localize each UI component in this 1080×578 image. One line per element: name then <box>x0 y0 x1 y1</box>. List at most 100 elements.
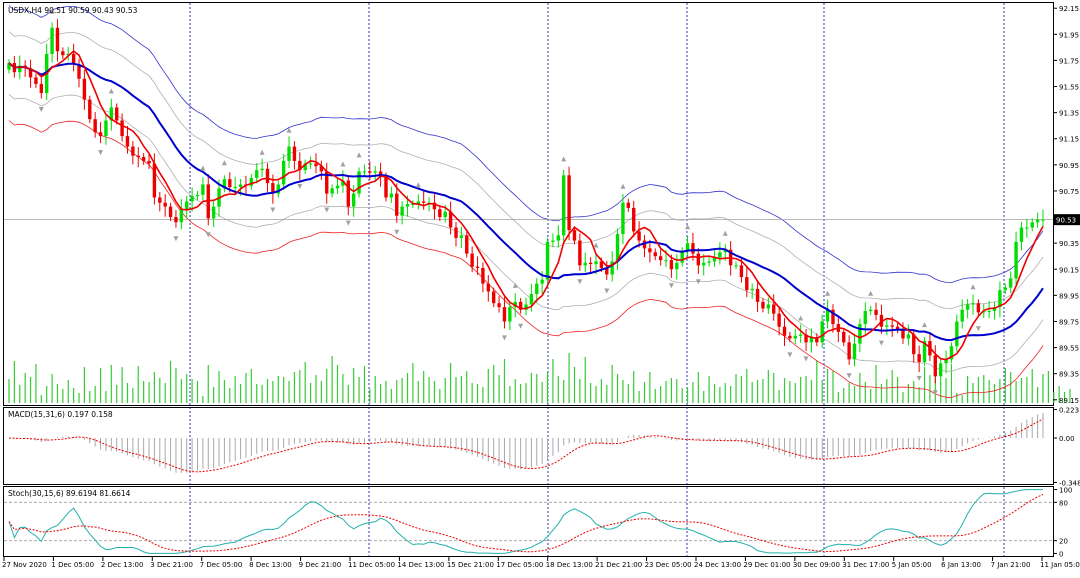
candle-body <box>702 262 706 266</box>
fractal-up-marker <box>259 149 265 155</box>
band-outer-upper-line <box>8 5 1044 284</box>
time-tick-label: 17 Dec 05:00 <box>496 561 543 569</box>
candle-body <box>211 206 216 219</box>
candle-body <box>34 77 38 84</box>
candle-body <box>432 202 437 210</box>
time-tick-label: 24 Dec 13:00 <box>694 561 741 569</box>
candle-body <box>228 179 232 188</box>
candle-body <box>136 155 140 158</box>
candle-body <box>66 53 70 56</box>
candle-body <box>470 253 474 267</box>
candle-body <box>174 217 178 223</box>
candle-body <box>265 168 270 184</box>
candle-body <box>561 175 566 236</box>
time-tick-label: 8 Dec 13:00 <box>249 561 292 569</box>
time-tick-label: 2 Dec 13:00 <box>101 561 144 569</box>
fractal-down-marker <box>975 326 981 332</box>
candle-body <box>858 324 862 344</box>
fractal-down-marker <box>932 390 938 396</box>
candle-body <box>788 335 792 339</box>
main-price-panel <box>4 5 1071 403</box>
candle-body <box>524 304 528 310</box>
candle-body <box>357 171 361 194</box>
price-tick-label: 91.55 <box>1059 84 1079 92</box>
price-tick-label: 90.15 <box>1059 266 1079 274</box>
candle-body <box>529 294 534 305</box>
time-tick-label: 7 Jan 21:00 <box>991 561 1031 569</box>
candle-body <box>621 202 625 235</box>
candle-body <box>745 277 749 291</box>
candle-body <box>71 53 76 65</box>
candle-body <box>842 331 846 343</box>
time-tick-label: 30 Dec 09:00 <box>793 561 840 569</box>
candle-body <box>416 201 420 204</box>
candle-body <box>400 206 404 216</box>
candle-body <box>626 202 631 208</box>
candle-body <box>971 303 975 305</box>
ma-slow-line <box>8 62 1044 342</box>
candle-body <box>120 120 124 137</box>
candle-body <box>201 184 205 195</box>
fractal-up-marker <box>108 88 114 94</box>
candle-body <box>815 337 819 343</box>
candle-body <box>55 27 60 52</box>
fractal-down-marker <box>577 279 583 285</box>
candle-body <box>303 163 307 171</box>
candle-body <box>632 207 636 232</box>
band-inner-lower-line <box>8 94 1044 372</box>
candle-body <box>448 211 453 228</box>
candle-body <box>335 185 340 189</box>
candle-body <box>825 309 830 322</box>
candle-body <box>588 262 593 265</box>
fractal-down-marker <box>604 288 610 294</box>
candle-body <box>93 119 97 133</box>
candle-body <box>98 132 103 137</box>
candle-body <box>691 243 695 254</box>
candle-body <box>287 146 291 161</box>
band-inner-upper-line <box>8 31 1044 310</box>
candle-body <box>755 288 760 302</box>
candle-body <box>384 176 388 198</box>
fractal-down-marker <box>878 340 884 346</box>
candle-body <box>847 342 851 360</box>
candle-body <box>147 160 151 164</box>
candle-body <box>707 261 711 263</box>
candle-body <box>610 261 614 275</box>
candle-body <box>664 260 668 262</box>
candle-body <box>599 261 604 268</box>
time-tick-label: 9 Dec 21:00 <box>299 561 342 569</box>
candle-body <box>179 209 184 223</box>
time-tick-label: 6 Jan 13:00 <box>941 561 981 569</box>
candle-body <box>475 266 480 268</box>
fractal-down-marker <box>394 229 400 235</box>
candle-body <box>637 231 641 241</box>
price-tick-label: 89.75 <box>1059 318 1079 326</box>
stoch-tick-label: 100 <box>1059 487 1072 495</box>
candle-body <box>1003 287 1008 291</box>
candle-body <box>7 63 11 70</box>
candle-body <box>378 171 383 177</box>
price-tick-label: 90.95 <box>1059 162 1079 170</box>
candle-body <box>308 163 313 165</box>
candle-body <box>906 334 911 339</box>
candle-body <box>260 168 264 171</box>
fractal-up-marker <box>620 183 626 189</box>
candle-body <box>820 321 824 343</box>
price-tick-label: 89.35 <box>1059 371 1079 379</box>
candle-body <box>750 288 754 291</box>
candle-body <box>1035 219 1040 223</box>
candle-body <box>766 304 771 309</box>
candle-body <box>502 307 507 322</box>
fractal-up-marker <box>825 290 831 296</box>
candle-body <box>292 146 297 161</box>
time-tick-label: 11 Dec 05:00 <box>348 561 395 569</box>
fractal-up-marker <box>415 182 421 188</box>
candle-body <box>669 260 674 270</box>
candle-body <box>163 202 167 207</box>
candle-body <box>255 170 259 178</box>
candle-body <box>556 235 561 241</box>
candle-body <box>723 249 727 253</box>
